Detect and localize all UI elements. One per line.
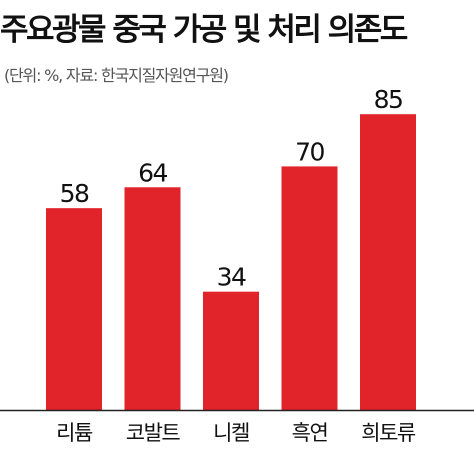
value-label-5: 85 (374, 85, 403, 114)
value-label-4: 70 (295, 137, 324, 166)
category-label-4: 흑연 (292, 421, 328, 445)
value-labels-group: 58 64 34 70 85 (60, 85, 404, 292)
category-label-5: 희토류 (361, 421, 416, 445)
chart-title: 주요광물 중국 가공 및 처리 의존도 (0, 12, 408, 48)
category-labels-group: 리튬 코발트 니켈 흑연 희토류 (56, 421, 417, 445)
value-label-2: 64 (138, 158, 167, 187)
bars-group (46, 114, 416, 410)
bar-5 (360, 114, 416, 410)
value-label-3: 34 (217, 263, 246, 292)
value-label-1: 58 (60, 179, 89, 208)
category-label-2: 코발트 (126, 421, 181, 445)
category-label-3: 니켈 (213, 421, 249, 445)
bar-2 (124, 187, 181, 410)
category-label-1: 리튬 (56, 421, 93, 445)
bar-1 (46, 208, 102, 410)
bar-3 (203, 291, 259, 410)
bar-4 (281, 166, 338, 410)
chart-subtitle: (단위: %, 자료: 한국지질자원연구원) (4, 66, 229, 85)
